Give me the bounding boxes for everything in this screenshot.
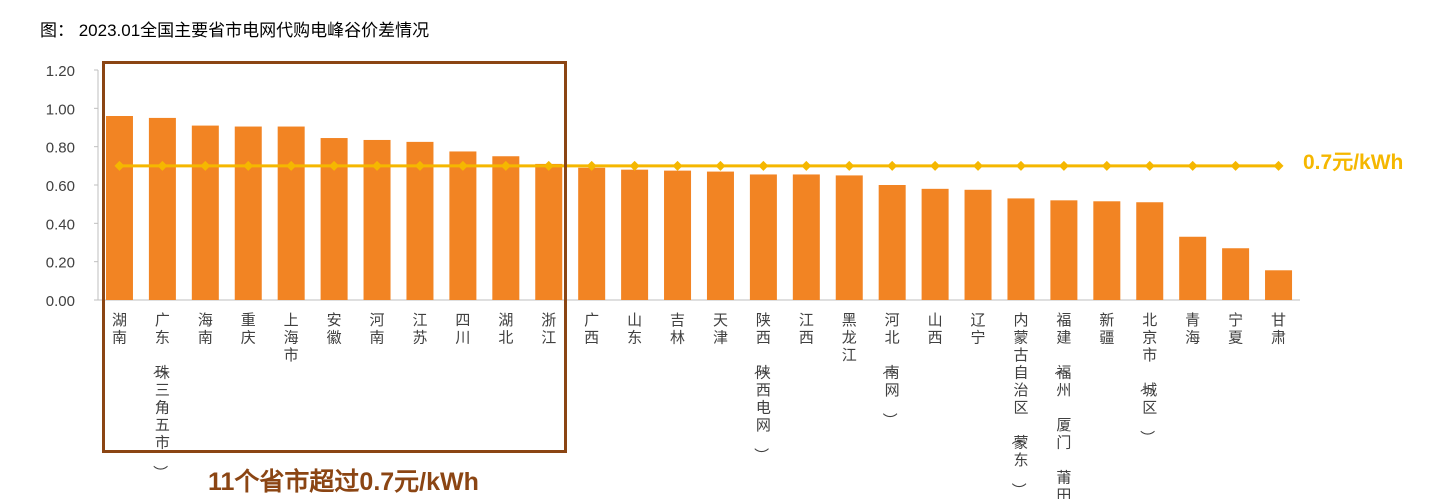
x-tick-label: 福建（福州 厦门 莆田 (1052, 311, 1071, 499)
reference-point (672, 160, 683, 171)
reference-point (973, 160, 984, 171)
reference-point (887, 160, 898, 171)
x-tick-label: 江苏 (412, 311, 427, 347)
reference-point (1230, 160, 1241, 171)
x-tick-label: 重庆 (241, 311, 256, 347)
reference-point (1101, 160, 1112, 171)
bar (792, 174, 820, 300)
bar (664, 170, 692, 300)
x-tick-label: 青海 (1185, 311, 1200, 347)
x-tick-label: 天津 (713, 311, 728, 347)
chart-title: 图： 2023.01全国主要省市电网代购电峰谷价差情况 (40, 21, 430, 40)
bar (1050, 200, 1078, 300)
bar (1136, 202, 1164, 300)
reference-point (1058, 160, 1069, 171)
reference-point (1273, 160, 1284, 171)
bar (234, 126, 262, 301)
bars-group (105, 116, 1293, 301)
reference-point (801, 160, 812, 171)
reference-point (543, 160, 554, 171)
bar (449, 151, 477, 300)
reference-point (1015, 160, 1026, 171)
bar (1265, 270, 1293, 300)
reference-point (930, 160, 941, 171)
bar (1093, 201, 1121, 300)
bar (277, 126, 305, 301)
x-tick-label: 江西 (799, 311, 814, 347)
highlight-box (102, 61, 567, 453)
bar (105, 116, 133, 300)
x-tick-label: 海南 (198, 311, 213, 347)
y-tick-label: 0.80 (46, 140, 75, 157)
reference-point (844, 160, 855, 171)
x-tick-label: 吉林 (670, 311, 685, 347)
bar (1179, 236, 1207, 300)
reference-line-group (114, 160, 1284, 171)
x-tick-label: 浙江 (541, 311, 556, 347)
x-tick-label: 广东（珠三角五市） (151, 311, 170, 480)
y-tick-label: 0.40 (46, 216, 75, 233)
x-tick-label: 湖南 (112, 311, 127, 347)
x-tick-label: 山东 (627, 311, 642, 347)
reference-point (329, 160, 340, 171)
bar (749, 174, 777, 300)
reference-point (1187, 160, 1198, 171)
bar (706, 171, 734, 300)
x-tick-label: 新疆 (1099, 311, 1114, 347)
reference-point (243, 160, 254, 171)
x-tick-label: 山西 (928, 311, 943, 347)
x-tick-label: 甘肃 (1271, 311, 1286, 347)
y-tick-label: 0.60 (46, 178, 75, 195)
y-tick-label: 0.00 (46, 293, 75, 310)
x-tick-label: 上海市 (284, 311, 299, 364)
x-tick-label: 北京市（城区） (1138, 311, 1157, 445)
bar (621, 169, 649, 300)
x-tick-label: 广西 (584, 311, 599, 347)
y-axis: 0.00 0.20 0.40 0.60 0.80 1.00 1.20 (46, 63, 1300, 310)
y-tick-label: 1.00 (46, 101, 75, 118)
reference-point (414, 160, 425, 171)
x-tick-label: 宁夏 (1228, 311, 1243, 347)
bar (964, 189, 992, 300)
x-tick-label: 湖北 (498, 311, 513, 347)
highlight-label: 11个省市超过0.7元/kWh (208, 468, 479, 496)
bar (1007, 198, 1035, 300)
reference-line-label: 0.7元/kWh (1303, 151, 1404, 174)
reference-point (1144, 160, 1155, 171)
x-tick-label: 河南 (370, 311, 385, 347)
reference-point (114, 160, 125, 171)
x-tick-label: 河北（南网） (881, 311, 900, 428)
y-tick-label: 0.20 (46, 255, 75, 272)
x-tick-label: 黑龙江 (842, 311, 857, 364)
reference-point (286, 160, 297, 171)
bar (535, 163, 563, 300)
bar (578, 167, 606, 300)
x-tick-label: 内蒙古自治区（蒙东） (1009, 311, 1028, 498)
x-tick-label: 陕西（陕西电网） (752, 311, 771, 463)
bar (835, 175, 863, 300)
reference-point (629, 160, 640, 171)
x-tick-label: 辽宁 (971, 311, 986, 347)
y-tick-label: 1.20 (46, 63, 75, 80)
reference-point (157, 160, 168, 171)
reference-point (715, 160, 726, 171)
reference-point (500, 160, 511, 171)
bar (1222, 248, 1250, 300)
reference-point (586, 160, 597, 171)
bar (191, 125, 219, 300)
reference-point (758, 160, 769, 171)
bar (878, 185, 906, 300)
bar (492, 156, 520, 300)
reference-point (200, 160, 211, 171)
bar (921, 188, 949, 300)
x-tick-label: 安徽 (327, 311, 342, 347)
bar (148, 117, 176, 301)
reference-point (372, 160, 383, 171)
x-tick-label: 四川 (455, 311, 470, 347)
reference-point (457, 160, 468, 171)
